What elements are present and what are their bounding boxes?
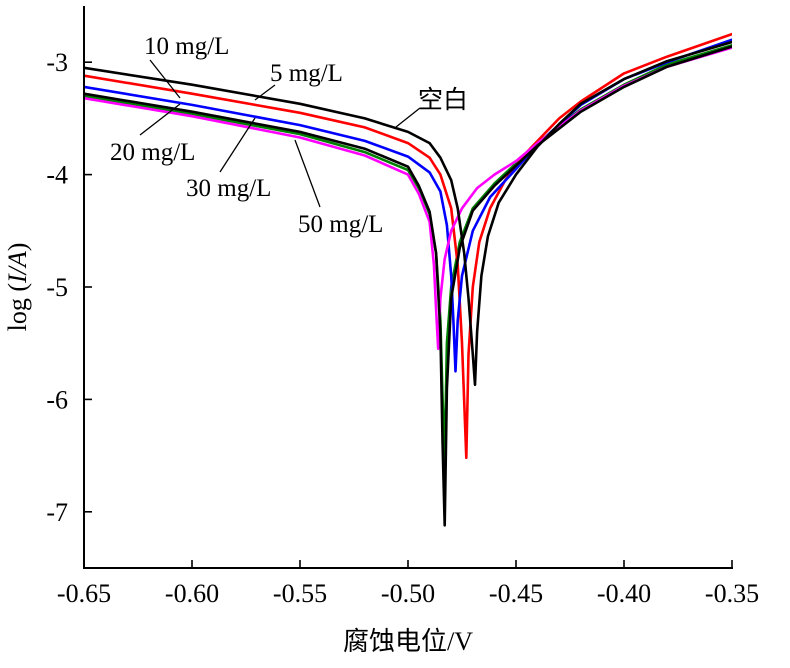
annotations: 10 mg/L 5 mg/L 空白 20 mg/L 30 mg/L 50 mg/L bbox=[110, 33, 468, 238]
annotation-label-50mg: 50 mg/L bbox=[298, 211, 383, 238]
series-line-5mg bbox=[84, 32, 732, 460]
x-tick-label: -0.35 bbox=[705, 579, 759, 608]
annotation-label-30mg: 30 mg/L bbox=[186, 175, 271, 202]
annotation-label-20mg: 20 mg/L bbox=[110, 139, 195, 166]
y-tick-label: -7 bbox=[46, 498, 68, 527]
annotation-leader bbox=[149, 59, 181, 99]
y-tick-label: -4 bbox=[46, 161, 68, 190]
series-line-20mg bbox=[84, 44, 732, 463]
x-axis-title: 腐蚀电位/V bbox=[343, 627, 473, 656]
y-tick-label: -6 bbox=[46, 385, 68, 414]
x-tick-label: -0.55 bbox=[273, 579, 327, 608]
annotation-leader bbox=[219, 117, 256, 173]
series-layer bbox=[84, 32, 732, 527]
series-line-blank bbox=[84, 40, 732, 387]
annotation-leader bbox=[139, 103, 181, 136]
x-tick-label: -0.65 bbox=[57, 579, 111, 608]
annotation-label-5mg: 5 mg/L bbox=[270, 60, 343, 87]
annotation-leader bbox=[395, 107, 421, 128]
tick-labels: -0.65 -0.60 -0.55 -0.50 -0.45 -0.40 -0.35 -3 -4 -… bbox=[46, 48, 759, 608]
series-line-50mg bbox=[84, 46, 732, 351]
y-axis-title: log (I/A) bbox=[3, 243, 32, 332]
annotation-label-blank: 空白 bbox=[418, 86, 468, 114]
x-tick-label: -0.40 bbox=[597, 579, 651, 608]
series-line-10mg bbox=[84, 38, 732, 373]
x-tick-label: -0.45 bbox=[489, 579, 543, 608]
annotation-label-10mg: 10 mg/L bbox=[144, 33, 229, 60]
x-tick-label: -0.50 bbox=[381, 579, 435, 608]
series-line-30mg bbox=[84, 45, 732, 527]
annotation-leader bbox=[254, 84, 276, 101]
axes bbox=[83, 6, 733, 569]
annotation-leader bbox=[294, 139, 321, 208]
y-tick-label: -5 bbox=[46, 273, 68, 302]
y-tick-label: -3 bbox=[46, 48, 68, 77]
x-tick-label: -0.60 bbox=[165, 579, 219, 608]
